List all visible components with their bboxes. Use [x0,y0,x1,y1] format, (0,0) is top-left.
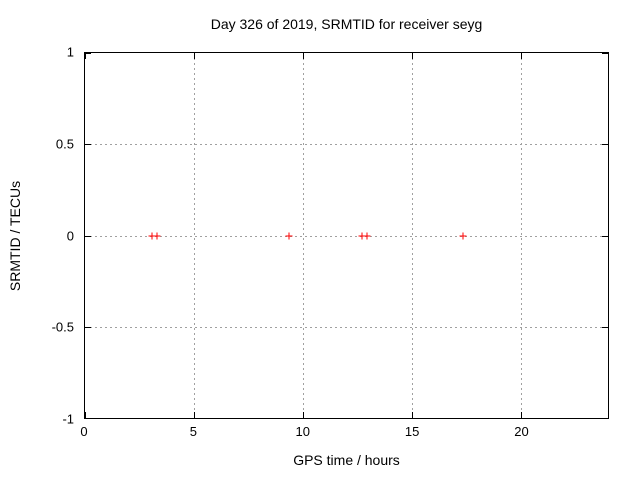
y-tick-label: 0 [66,228,74,243]
x-tick-mark [193,412,195,418]
y-tick-mark [85,235,91,237]
y-tick-mark [602,326,608,328]
y-tick-mark [602,235,608,237]
x-tick-mark [520,412,522,418]
y-tick-label: -0.5 [51,319,74,335]
y-gridline [85,235,608,237]
y-tick-mark [602,418,608,419]
y-axis-tick-labels: 1 0.5 0 -0.5 -1 [0,45,74,427]
data-point-marker [358,232,366,239]
y-tick-mark [602,53,608,54]
y-tick-mark [85,326,91,328]
data-point-marker [459,232,467,239]
data-point-marker [148,232,156,239]
x-tick-mark [411,412,413,418]
x-tick-mark [302,53,304,59]
x-tick-mark [193,53,195,59]
x-axis-title: GPS time / hours [293,452,400,468]
x-tick-mark [85,53,86,59]
y-tick-label: 0.5 [55,136,74,152]
y-gridline [85,144,608,146]
data-point-marker [153,232,161,239]
x-axis-tick-labels: 0 5 10 15 20 [80,424,609,440]
plot-area [84,52,609,419]
data-point-marker [285,232,293,239]
y-tick-label: 1 [66,44,74,60]
x-tick-mark [520,53,522,59]
x-tick-label: 15 [404,424,420,439]
x-tick-label: 5 [189,424,197,439]
chart-title: Day 326 of 2019, SRMTID for receiver sey… [210,16,483,32]
y-tick-mark [602,144,608,146]
x-tick-label: 0 [80,424,88,439]
y-tick-mark [85,418,91,419]
x-tick-mark [302,412,304,418]
x-tick-mark [411,53,413,59]
x-tick-mark [85,412,86,418]
data-point-marker [363,232,371,239]
y-tick-label: -1 [62,411,74,427]
y-tick-mark [85,53,91,54]
x-tick-label: 10 [295,424,310,439]
y-gridline [85,326,608,328]
y-tick-mark [85,144,91,146]
x-tick-label: 20 [514,424,529,439]
